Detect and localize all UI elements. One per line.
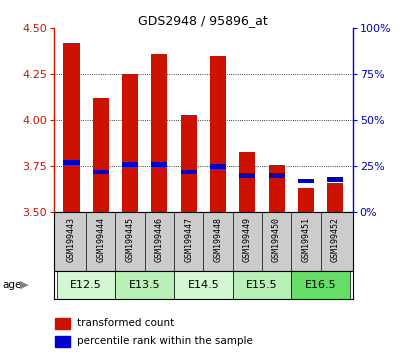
Bar [181,170,197,174]
Text: GSM199443: GSM199443 [67,217,76,262]
Text: ▶: ▶ [20,280,28,290]
Title: GDS2948 / 95896_at: GDS2948 / 95896_at [139,14,268,27]
Bar [239,152,255,212]
Bar [291,271,350,299]
Text: percentile rank within the sample: percentile rank within the sample [77,336,253,346]
Bar [174,271,233,299]
Text: GSM199451: GSM199451 [301,217,310,262]
Bar [93,98,109,212]
Bar [239,173,255,178]
Bar [57,271,115,299]
Bar [115,271,174,299]
Bar [269,173,285,178]
Bar [298,179,314,183]
Bar [327,183,343,212]
Bar [210,56,226,212]
Text: E15.5: E15.5 [246,280,278,290]
Bar [181,115,197,212]
Text: GSM199449: GSM199449 [243,217,252,262]
Text: transformed count: transformed count [77,318,174,329]
Text: GSM199445: GSM199445 [126,217,134,262]
Bar [298,188,314,212]
Bar [151,54,168,212]
Bar [55,318,70,329]
Bar [122,74,138,212]
Text: GSM199448: GSM199448 [213,217,222,262]
Text: GSM199447: GSM199447 [184,217,193,262]
Text: GSM199446: GSM199446 [155,217,164,262]
Bar [269,165,285,212]
Bar [93,170,109,174]
Bar [210,164,226,169]
Bar [233,271,291,299]
Text: E16.5: E16.5 [305,280,336,290]
Bar [55,336,70,347]
Text: GSM199444: GSM199444 [96,217,105,262]
Text: E12.5: E12.5 [70,280,102,290]
Bar [327,177,343,182]
Bar [63,43,80,212]
Bar [63,160,80,165]
Bar [151,162,168,167]
Text: GSM199452: GSM199452 [331,217,339,262]
Text: GSM199450: GSM199450 [272,217,281,262]
Text: E14.5: E14.5 [188,280,219,290]
Bar [122,162,138,167]
Text: E13.5: E13.5 [129,280,161,290]
Text: age: age [2,280,22,290]
